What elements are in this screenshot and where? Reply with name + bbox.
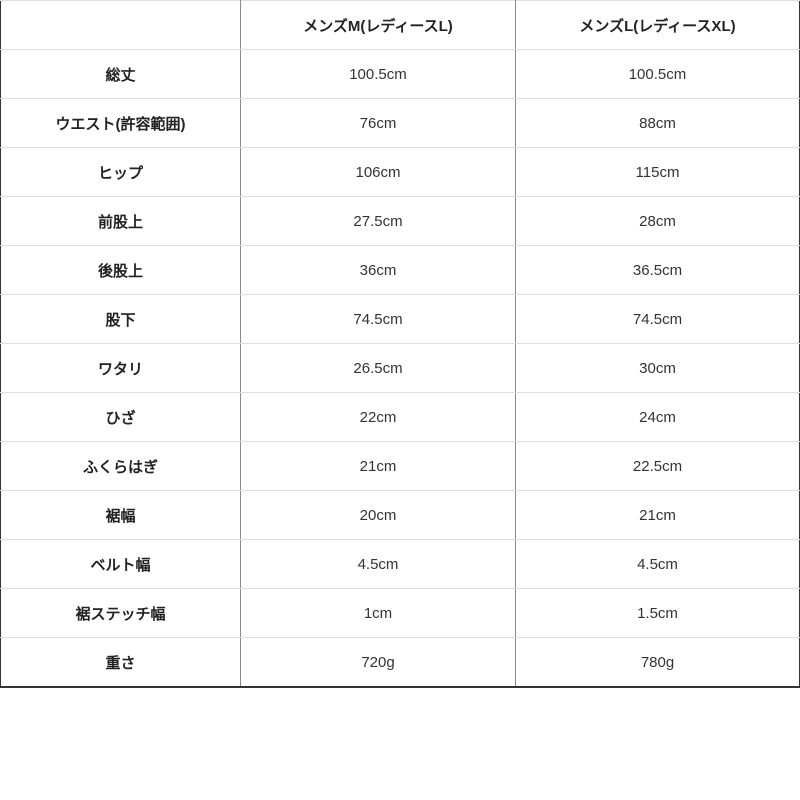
measurement-label: 裾ステッチ幅 <box>0 588 241 638</box>
measurement-label: 総丈 <box>0 49 241 99</box>
measurement-label: 前股上 <box>0 196 241 246</box>
value-size-m: 106cm <box>240 147 516 197</box>
value-size-l: 30cm <box>515 343 800 393</box>
table-row: 後股上 36cm 36.5cm <box>0 245 800 295</box>
value-size-l: 28cm <box>515 196 800 246</box>
size-table: メンズM(レディースL) メンズL(レディースXL) 総丈 100.5cm 100.… <box>0 0 800 688</box>
table-row: 裾幅 20cm 21cm <box>0 490 800 540</box>
value-size-l: 36.5cm <box>515 245 800 295</box>
table-row: ふくらはぎ 21cm 22.5cm <box>0 441 800 491</box>
value-size-m: 36cm <box>240 245 516 295</box>
value-size-m: 74.5cm <box>240 294 516 344</box>
measurement-label: 裾幅 <box>0 490 241 540</box>
table-row: ひざ 22cm 24cm <box>0 392 800 442</box>
value-size-l: 74.5cm <box>515 294 800 344</box>
value-size-m: 720g <box>240 637 516 688</box>
table-row: 重さ 720g 780g <box>0 637 800 688</box>
value-size-l: 115cm <box>515 147 800 197</box>
value-size-m: 20cm <box>240 490 516 540</box>
value-size-m: 21cm <box>240 441 516 491</box>
value-size-l: 780g <box>515 637 800 688</box>
table-row: 裾ステッチ幅 1cm 1.5cm <box>0 588 800 638</box>
measurement-label: ひざ <box>0 392 241 442</box>
header-size-m: メンズM(レディースL) <box>240 0 516 50</box>
table-row: 前股上 27.5cm 28cm <box>0 196 800 246</box>
value-size-l: 21cm <box>515 490 800 540</box>
value-size-m: 26.5cm <box>240 343 516 393</box>
measurement-label: ふくらはぎ <box>0 441 241 491</box>
table-row: ベルト幅 4.5cm 4.5cm <box>0 539 800 589</box>
value-size-l: 4.5cm <box>515 539 800 589</box>
value-size-l: 88cm <box>515 98 800 148</box>
measurement-label: 股下 <box>0 294 241 344</box>
measurement-label: ベルト幅 <box>0 539 241 589</box>
value-size-m: 27.5cm <box>240 196 516 246</box>
value-size-l: 24cm <box>515 392 800 442</box>
measurement-label: 重さ <box>0 637 241 688</box>
header-row: メンズM(レディースL) メンズL(レディースXL) <box>0 0 800 50</box>
value-size-l: 1.5cm <box>515 588 800 638</box>
value-size-m: 100.5cm <box>240 49 516 99</box>
value-size-m: 1cm <box>240 588 516 638</box>
header-size-l: メンズL(レディースXL) <box>515 0 800 50</box>
measurement-label: ヒップ <box>0 147 241 197</box>
table-row: 総丈 100.5cm 100.5cm <box>0 49 800 99</box>
table-row: 股下 74.5cm 74.5cm <box>0 294 800 344</box>
value-size-m: 76cm <box>240 98 516 148</box>
value-size-l: 100.5cm <box>515 49 800 99</box>
measurement-label: 後股上 <box>0 245 241 295</box>
table-row: ウエスト(許容範囲) 76cm 88cm <box>0 98 800 148</box>
value-size-m: 22cm <box>240 392 516 442</box>
value-size-l: 22.5cm <box>515 441 800 491</box>
table-row: ワタリ 26.5cm 30cm <box>0 343 800 393</box>
value-size-m: 4.5cm <box>240 539 516 589</box>
measurement-label: ウエスト(許容範囲) <box>0 98 241 148</box>
table-row: ヒップ 106cm 115cm <box>0 147 800 197</box>
measurement-label: ワタリ <box>0 343 241 393</box>
header-blank <box>0 0 241 50</box>
